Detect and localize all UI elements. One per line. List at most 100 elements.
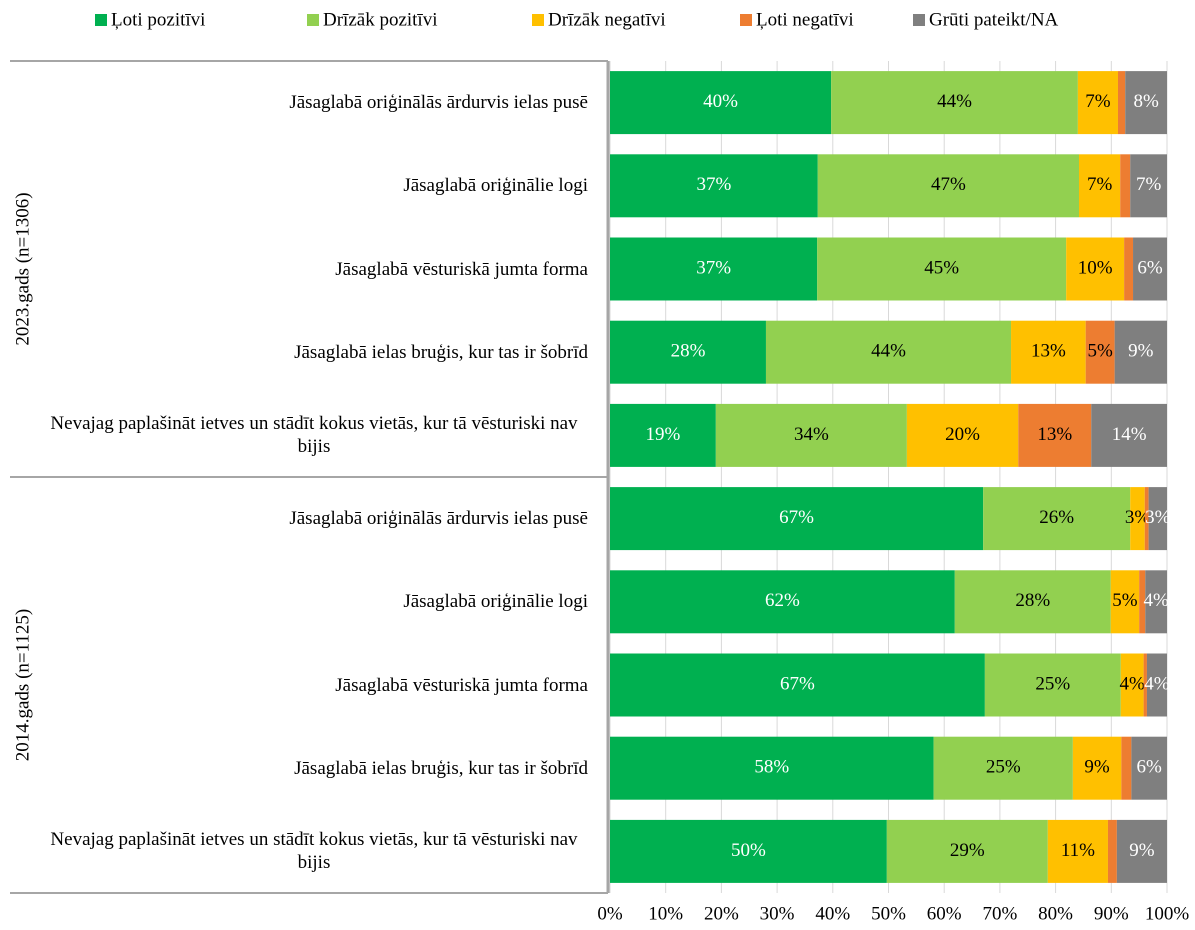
bar-segment (610, 570, 955, 634)
bar-segment (1144, 487, 1149, 551)
legend-label: Ļoti pozitīvi (111, 9, 205, 30)
legend-swatch (532, 14, 544, 26)
x-tick-label: 100% (1145, 903, 1190, 924)
data-label: 37% (696, 257, 731, 278)
bar-segment (906, 403, 1019, 467)
data-label: 44% (871, 341, 906, 362)
data-label: 7% (1087, 174, 1113, 195)
legend-label: Ļoti negatīvi (756, 9, 854, 30)
bar-segment (765, 320, 1012, 384)
data-label: 6% (1137, 757, 1163, 778)
bar-segment (1121, 736, 1132, 800)
bar-segment (1148, 487, 1167, 551)
bar-segment (817, 237, 1067, 301)
legend-swatch (913, 14, 925, 26)
bar-segment (610, 71, 832, 135)
data-label: 9% (1128, 341, 1154, 362)
bar-segment (1120, 154, 1131, 218)
x-tick-label: 40% (815, 903, 850, 924)
legend-swatch (740, 14, 752, 26)
category-text: Jāsaglabā oriģinālie logi (403, 591, 588, 613)
bar-segment (831, 71, 1078, 135)
category-text: Nevajag paplašināt ietves un stādīt koku… (50, 413, 578, 458)
bar-segment (1072, 736, 1122, 800)
bar-segment (610, 653, 985, 717)
bar-segment (1133, 237, 1167, 301)
legend-label: Drīzāk negatīvi (548, 9, 666, 30)
bar-segment (1145, 570, 1167, 634)
bar-segment (1125, 71, 1167, 135)
data-label: 7% (1085, 91, 1111, 112)
bar-segment (1107, 819, 1117, 883)
bar-segment (817, 154, 1079, 218)
data-label: 45% (924, 257, 959, 278)
data-label: 9% (1084, 757, 1110, 778)
data-label: 58% (754, 757, 789, 778)
category-text: Jāsaglabā ielas bruģis, kur tas ir šobrī… (294, 757, 588, 779)
bar-segment (1146, 653, 1167, 717)
bar-segment (715, 403, 907, 467)
category-text: Jāsaglabā ielas bruģis, kur tas ir šobrī… (294, 341, 588, 363)
bar-segment (983, 487, 1131, 551)
data-label: 28% (671, 341, 706, 362)
bar-segment (1078, 154, 1121, 218)
x-tick-label: 70% (982, 903, 1017, 924)
data-label: 4% (1144, 673, 1170, 694)
data-label: 9% (1129, 840, 1155, 861)
category-label: Jāsaglabā oriģinālie logi (40, 570, 588, 634)
bar-segment (1091, 403, 1167, 467)
category-label: Jāsaglabā ielas bruģis, kur tas ir šobrī… (40, 736, 588, 800)
data-label: 4% (1120, 673, 1146, 694)
data-label: 8% (1133, 91, 1159, 112)
data-label: 67% (780, 673, 815, 694)
category-label: Jāsaglabā ielas bruģis, kur tas ir šobrī… (40, 320, 588, 384)
bar-segment (933, 736, 1073, 800)
bar-segment (1110, 570, 1140, 634)
category-text: Jāsaglabā oriģinālie logi (403, 175, 588, 197)
bar-segment (1085, 320, 1115, 384)
data-label: 25% (986, 757, 1021, 778)
data-label: 14% (1112, 424, 1147, 445)
data-label: 40% (703, 91, 738, 112)
bar-segment (610, 403, 716, 467)
bar-segment (610, 487, 984, 551)
category-label: Jāsaglabā vēsturiskā jumta forma (40, 653, 588, 717)
data-label: 20% (945, 424, 980, 445)
bar-segment (610, 819, 887, 883)
bar-segment (1077, 71, 1118, 135)
legend-swatch (307, 14, 319, 26)
bar-segment (1130, 487, 1145, 551)
data-label: 11% (1061, 840, 1095, 861)
data-label: 34% (794, 424, 829, 445)
bar-segment (610, 736, 934, 800)
x-tick-label: 10% (648, 903, 683, 924)
data-label: 3% (1125, 507, 1151, 528)
data-label: 29% (950, 840, 985, 861)
bar-segment (610, 320, 766, 384)
x-tick-label: 0% (597, 903, 623, 924)
category-text: Jāsaglabā oriģinālās ārdurvis ielas pusē (289, 508, 588, 530)
data-label: 62% (765, 590, 800, 611)
bar-segment (1066, 237, 1125, 301)
bar-segment (1124, 237, 1134, 301)
data-label: 4% (1143, 590, 1169, 611)
category-label: Jāsaglabā oriģinālie logi (40, 154, 588, 218)
bar-segment (1116, 819, 1167, 883)
category-label: Jāsaglabā oriģinālās ārdurvis ielas pusē (40, 71, 588, 135)
data-label: 28% (1015, 590, 1050, 611)
bar-segment (1120, 653, 1144, 717)
group-label: 2014.gads (n=1125) (12, 609, 33, 762)
category-label: Jāsaglabā oriģinālās ārdurvis ielas pusē (40, 487, 588, 551)
data-label: 3% (1145, 507, 1171, 528)
bar-segment (610, 237, 818, 301)
category-text: Jāsaglabā vēsturiskā jumta forma (335, 674, 588, 696)
category-text: Nevajag paplašināt ietves un stādīt koku… (50, 829, 578, 874)
legend-label: Drīzāk pozitīvi (323, 9, 438, 30)
category-label: Nevajag paplašināt ietves un stādīt koku… (40, 403, 588, 467)
bar-segment (1143, 653, 1147, 717)
bar-segment (1117, 71, 1126, 135)
data-label: 6% (1137, 257, 1163, 278)
data-label: 7% (1136, 174, 1162, 195)
